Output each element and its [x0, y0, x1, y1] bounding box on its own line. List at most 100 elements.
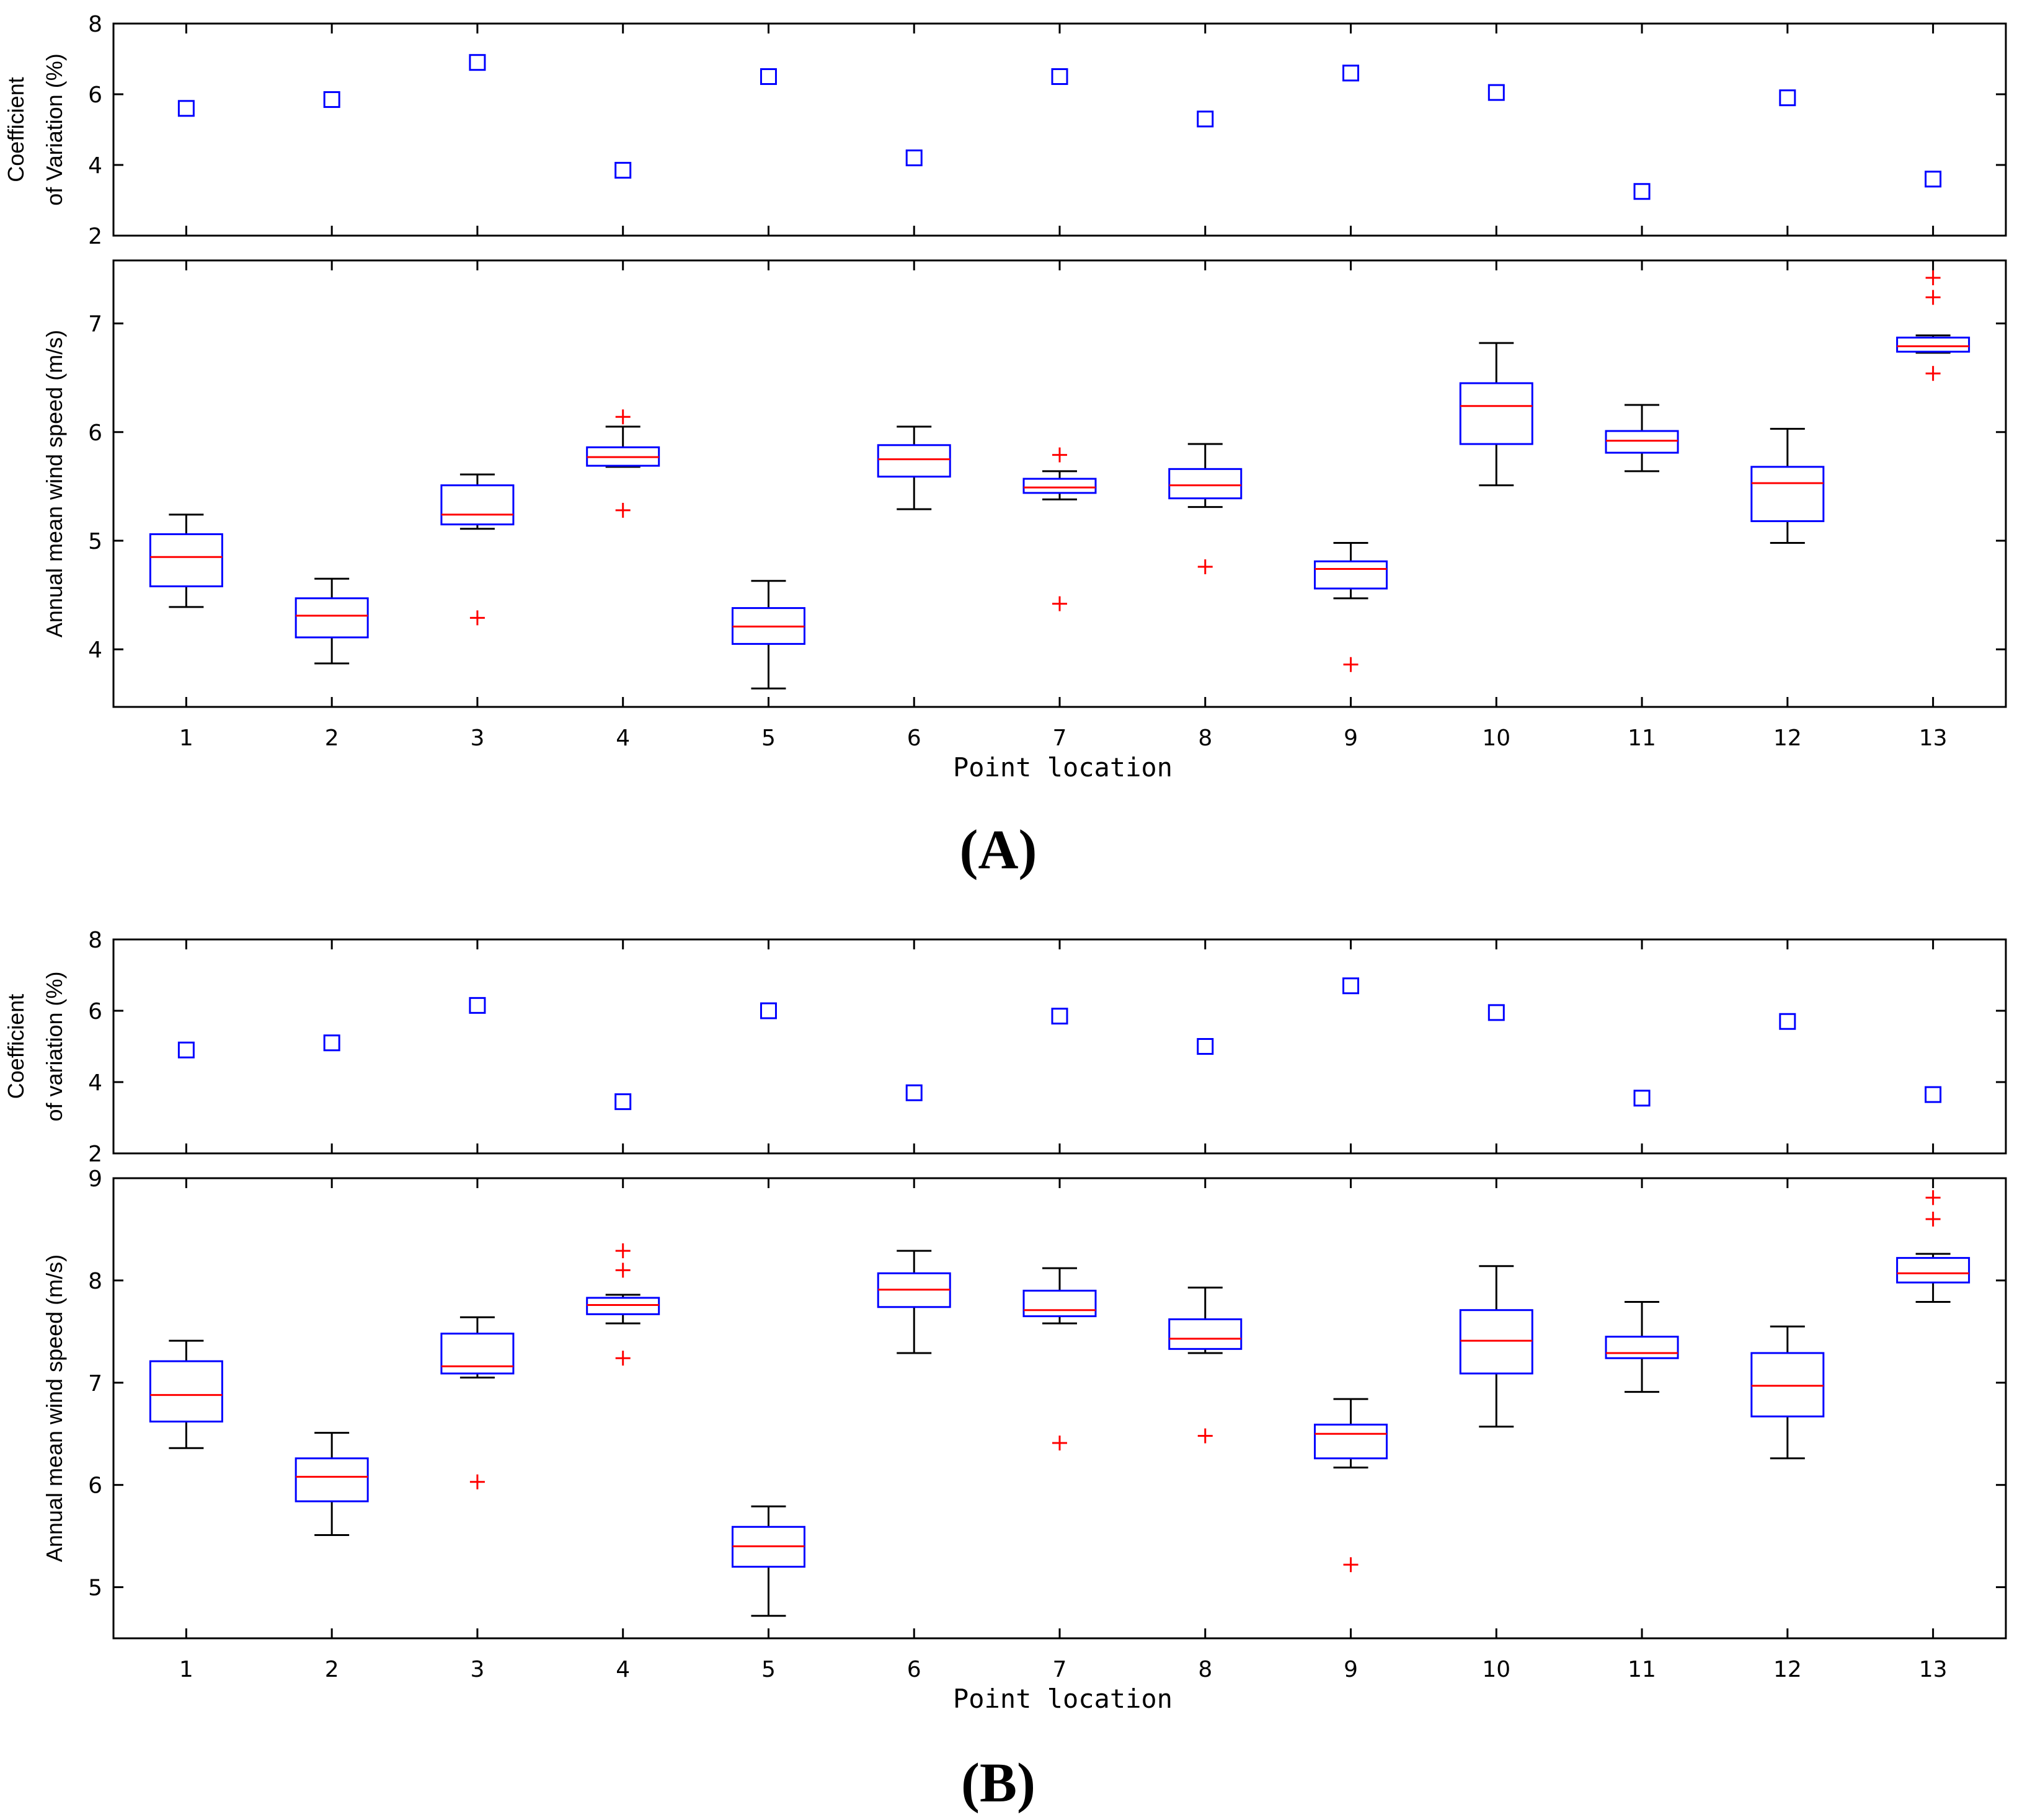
iqr-box	[295, 1457, 369, 1503]
y-tick-label: 4	[88, 637, 102, 663]
y-tick-label: 7	[88, 312, 102, 337]
y-tick-label: 4	[88, 1070, 102, 1096]
outlier-marker	[1052, 1436, 1067, 1451]
cv-marker	[760, 1002, 777, 1019]
boxplot-4	[586, 409, 660, 518]
y-tick-label: 5	[88, 529, 102, 554]
outlier-marker	[1925, 366, 1941, 381]
outlier-marker	[469, 1474, 485, 1489]
y-tick-label: 8	[88, 12, 102, 37]
chart-A-cv: 2 4 6 8 Coefficient of Variation (%)	[3, 12, 2007, 249]
cv-marker	[1633, 1090, 1651, 1107]
iqr-box	[1168, 468, 1243, 500]
cv-marker	[1925, 171, 1942, 188]
x-tick-label: 1	[179, 1657, 193, 1682]
cv-marker	[905, 1084, 923, 1101]
outlier-marker	[469, 610, 485, 626]
boxplot-9	[1314, 1398, 1388, 1573]
y-tick-label: 6	[88, 420, 102, 446]
boxplot-3	[440, 1316, 515, 1489]
cv-marker	[1487, 1004, 1505, 1021]
cv-marker	[1342, 64, 1360, 82]
y-tick-label: 8	[88, 1269, 102, 1294]
iqr-box	[586, 1297, 660, 1315]
chart-B-cv: 2 4 6 8 Coefficient of variation (%)	[3, 928, 2007, 1167]
cv-marker	[1779, 89, 1796, 107]
x-tick-label: 12	[1773, 1657, 1802, 1682]
iqr-box	[1605, 1336, 1679, 1359]
outlier-marker	[1925, 1190, 1941, 1205]
cv-marker	[614, 162, 632, 179]
boxplot-7	[1022, 447, 1097, 611]
iqr-box	[1896, 336, 1970, 353]
y-tick-label: 2	[88, 1142, 102, 1167]
panel-a-label: (A)	[960, 819, 1037, 881]
boxplot-4	[586, 1243, 660, 1366]
cv-marker	[905, 149, 923, 167]
x-tick-label: 13	[1919, 1657, 1948, 1682]
x-tick-label: 12	[1773, 726, 1802, 751]
cv-marker	[614, 1093, 632, 1111]
boxplot-13	[1896, 270, 1970, 381]
cv-marker	[323, 91, 340, 109]
outlier-marker	[1925, 1211, 1941, 1227]
cv-marker	[1925, 1086, 1942, 1103]
y-axis-label: Coefficient	[3, 77, 29, 182]
outlier-marker	[1197, 1428, 1213, 1444]
cv-marker	[469, 997, 486, 1014]
x-tick-label: 10	[1482, 726, 1510, 751]
y-tick-label: 6	[88, 82, 102, 108]
x-tick-label: 5	[761, 726, 776, 751]
iqr-box	[440, 484, 515, 526]
iqr-box	[1459, 382, 1533, 445]
iqr-box	[877, 444, 951, 478]
y-axis-label: of variation (%)	[42, 971, 67, 1121]
iqr-box	[1022, 1289, 1097, 1318]
y-tick-label: 4	[88, 153, 102, 179]
outlier-marker	[1052, 596, 1067, 611]
iqr-box	[1750, 466, 1825, 522]
cv-marker	[177, 1041, 195, 1059]
panel-b-label: (B)	[961, 1752, 1035, 1814]
boxplot-10	[1459, 1265, 1533, 1428]
y-axis-label: Annual mean wind speed (m/s)	[42, 1254, 67, 1562]
boxplot-7	[1022, 1267, 1097, 1451]
boxplot-8	[1168, 1286, 1243, 1444]
iqr-box	[1314, 560, 1388, 590]
x-tick-label: 1	[179, 726, 193, 751]
chart-root: 2 4 6 8 Coefficient of Variation (%) 4 5 6 7 Annua…	[3, 12, 2007, 1714]
outlier-marker	[615, 1243, 631, 1259]
x-tick-label: 8	[1198, 1657, 1212, 1682]
boxplot-12	[1750, 1325, 1825, 1460]
boxplot-8	[1168, 443, 1243, 575]
boxplot-9	[1314, 541, 1388, 672]
iqr-box	[1314, 1423, 1388, 1460]
boxplot-2	[295, 1432, 369, 1536]
iqr-box	[1896, 1257, 1970, 1284]
x-tick-label: 3	[470, 726, 484, 751]
boxplot-12	[1750, 428, 1825, 544]
iqr-box	[440, 1333, 515, 1375]
x-tick-label: 13	[1919, 726, 1948, 751]
x-tick-label: 6	[907, 1657, 921, 1682]
cv-marker	[1051, 68, 1068, 85]
y-axis-label: of Variation (%)	[42, 53, 67, 205]
cv-marker	[1633, 183, 1651, 200]
cv-marker	[1197, 1038, 1214, 1055]
cv-marker	[760, 68, 777, 85]
cv-marker	[1342, 977, 1360, 995]
boxplot-6	[877, 425, 951, 510]
outlier-marker	[615, 409, 631, 425]
boxplot-6	[877, 1250, 951, 1354]
outlier-marker	[1343, 657, 1359, 672]
iqr-box	[149, 1360, 223, 1423]
y-tick-label: 8	[88, 928, 102, 953]
cv-marker	[177, 100, 195, 117]
outlier-marker	[615, 1263, 631, 1278]
x-tick-label: 7	[1053, 1657, 1067, 1682]
boxplot-11	[1605, 404, 1679, 473]
x-tick-label: 11	[1628, 1657, 1656, 1682]
iqr-box	[1750, 1352, 1825, 1418]
